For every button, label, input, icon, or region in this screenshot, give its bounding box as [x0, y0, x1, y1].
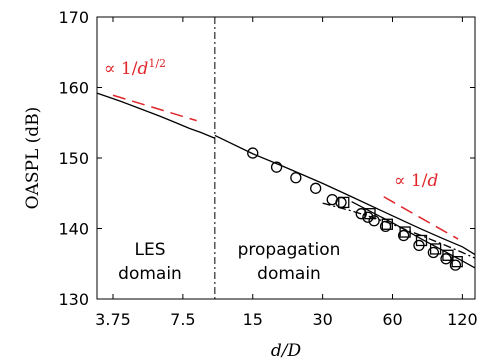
annotation-inverse-prefix: ∝ 1/ [394, 171, 428, 191]
square-marker [338, 196, 350, 209]
x-tick-label: 30 [312, 310, 332, 329]
square-marker [364, 208, 376, 220]
propagation-label-line1: propagation [238, 240, 341, 260]
series-5-line [383, 196, 459, 240]
les-label-line1: LES [134, 240, 165, 260]
annotation-inverse-sqrt-exponent: 1/2 [148, 57, 166, 70]
circle-marker [379, 220, 392, 233]
circle-marker [270, 161, 283, 173]
circle-marker [397, 229, 410, 242]
square-marker [451, 255, 463, 268]
circle-marker [310, 182, 322, 194]
x-tick-label: 60 [382, 310, 402, 329]
y-tick-label: 170 [58, 8, 89, 27]
series-1-line [214, 134, 476, 256]
square-marker [442, 249, 454, 261]
square-marker [415, 234, 428, 247]
les-label-line2: domain [118, 264, 182, 284]
y-tick-label: 140 [58, 220, 89, 239]
circle-marker [355, 208, 367, 220]
circle-marker [368, 215, 380, 227]
series-2-line [351, 201, 476, 269]
y-tick-label: 130 [58, 290, 89, 309]
propagation-label-line2: domain [257, 264, 321, 284]
y-axis-title: OASPL (dB) [23, 107, 43, 210]
square-marker [381, 218, 393, 230]
x-tick-label: 15 [243, 310, 263, 329]
x-tick-label: 7.5 [170, 310, 195, 329]
x-tick-label: 3.75 [95, 310, 131, 329]
annotation-inverse-sqrt-prefix: ∝ 1/ [104, 59, 138, 79]
annotation-inverse-sqrt-base: d [137, 59, 148, 79]
annotation-inverse-sqrt: ∝ 1/d1/2 [104, 57, 166, 79]
y-tick-label: 150 [58, 149, 89, 168]
series-4-line [112, 94, 197, 122]
square-marker [399, 226, 411, 238]
square-marker [429, 243, 442, 255]
circle-marker [247, 147, 259, 159]
annotation-inverse: ∝ 1/d [394, 171, 438, 191]
series-3-line [322, 202, 476, 259]
circle-marker [440, 253, 452, 265]
series-0-line [96, 92, 216, 139]
circle-marker [290, 172, 302, 184]
circle-marker [427, 246, 440, 259]
circle-marker [362, 211, 374, 223]
x-tick-label: 120 [447, 310, 478, 329]
annotation-inverse-base: d [427, 171, 438, 191]
x-axis-title: d/D [271, 341, 302, 361]
y-tick-label: 160 [58, 79, 89, 98]
circle-marker [449, 259, 462, 271]
circle-marker [335, 196, 347, 209]
